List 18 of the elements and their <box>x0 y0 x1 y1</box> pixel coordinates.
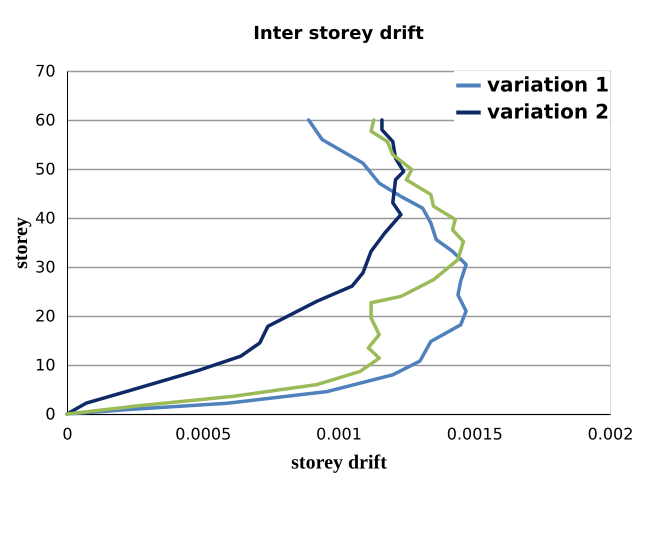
y-tick-label: 60 <box>35 110 56 130</box>
y-tick-label: 50 <box>35 160 56 178</box>
chart-title: Inter storey drift <box>253 23 424 44</box>
x-tick-label: 0.002 <box>588 424 634 444</box>
x-tick-label: 0.0015 <box>446 424 503 444</box>
y-tick-label: 70 <box>35 62 56 80</box>
y-tick-label: 10 <box>35 356 56 374</box>
x-tick-label: 0.001 <box>316 424 362 444</box>
legend-label: variation 1 <box>487 72 610 96</box>
x-tick-label: 0.0005 <box>175 424 232 444</box>
legend-label: variation 2 <box>487 100 610 124</box>
x-tick-label: 0 <box>62 424 73 444</box>
x-axis-title: storey drift <box>291 452 388 474</box>
y-tick-label: 0 <box>45 404 56 424</box>
y-tick-label: 30 <box>35 258 56 276</box>
y-axis-title: storey <box>10 217 32 269</box>
y-tick-label: 40 <box>35 208 56 228</box>
y-tick-label: 20 <box>35 306 56 326</box>
